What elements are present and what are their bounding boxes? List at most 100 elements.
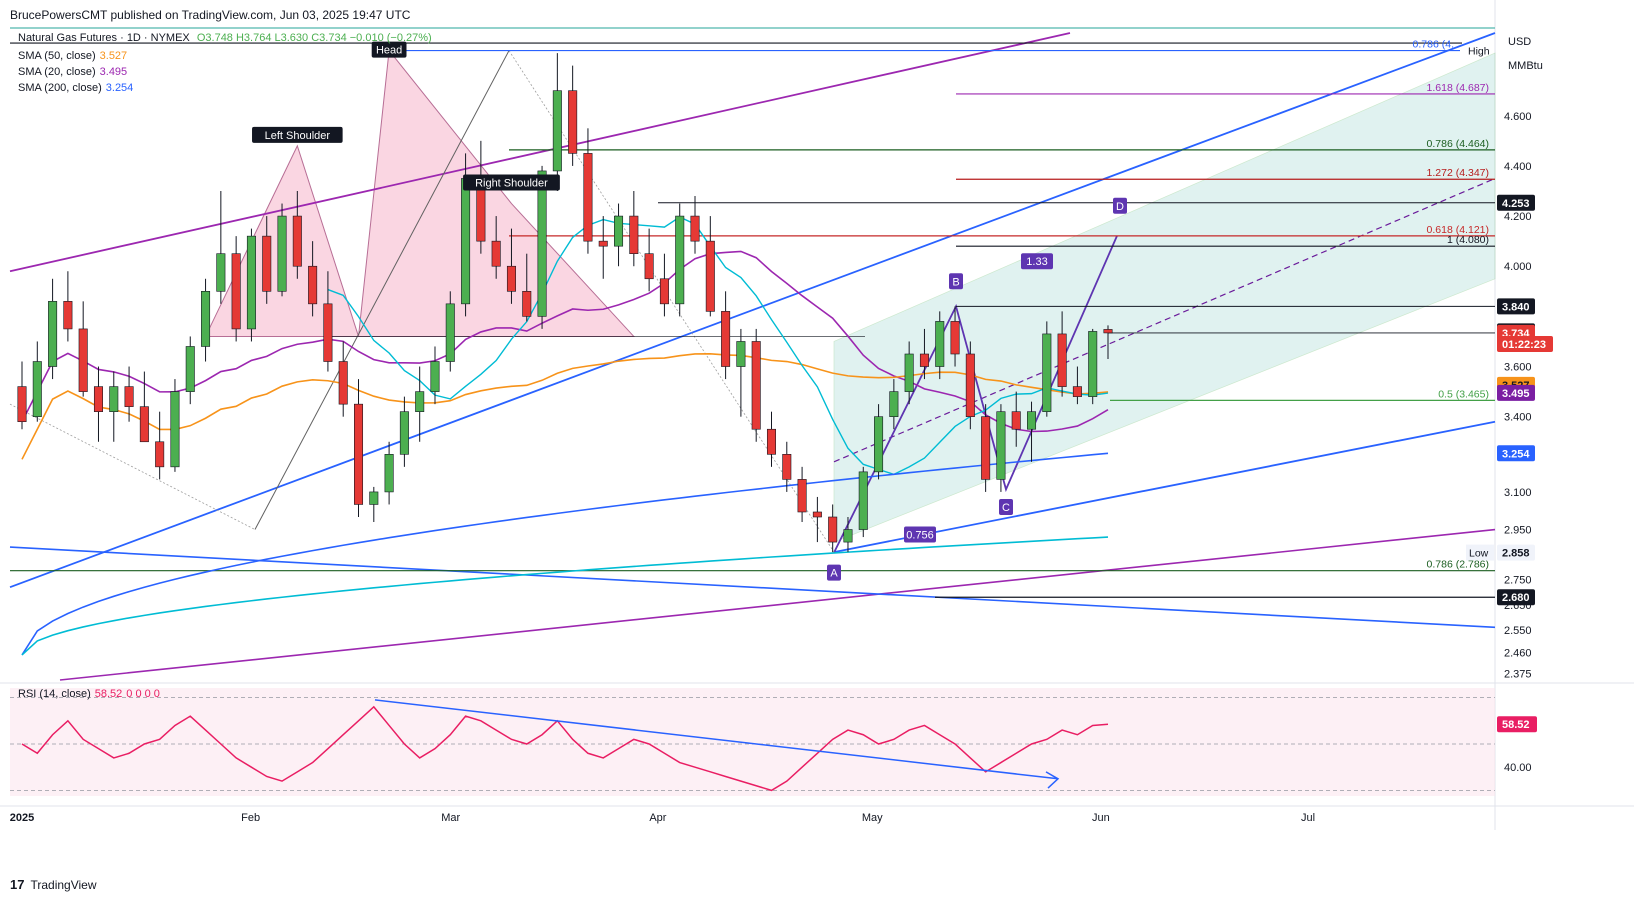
candle-body <box>323 303 333 362</box>
candle-body <box>568 90 578 154</box>
fib-label-2: 1.272 (4.347) <box>1427 167 1489 179</box>
candle-body <box>185 346 195 392</box>
candle-body <box>522 291 532 317</box>
tradingview-logo[interactable]: 17 TradingView <box>10 877 97 892</box>
candle <box>782 441 792 492</box>
candle <box>1103 325 1113 360</box>
candle-body <box>629 215 639 254</box>
fib-label-4: 1 (4.080) <box>1447 234 1489 246</box>
fib-label-3: 0.618 (4.121) <box>1427 224 1489 236</box>
price-tick: 4.600 <box>1504 111 1532 123</box>
sma20-line <box>21 250 1109 433</box>
candle <box>950 306 960 367</box>
time-label: May <box>862 812 883 824</box>
price-tick: 3.400 <box>1504 412 1532 424</box>
moving-averages <box>21 216 1109 656</box>
sma-cyan-line <box>327 216 1109 476</box>
regression-channel <box>833 52 1496 543</box>
high-tag: High <box>1468 46 1490 58</box>
candle <box>1042 321 1052 417</box>
sma200-line <box>21 452 1109 656</box>
pattern-label-2-box <box>463 174 560 191</box>
candle <box>1057 311 1067 397</box>
sma20-legend[interactable]: SMA (20, close) 3.495 <box>18 66 128 78</box>
publisher-line: BrucePowersCMT published on TradingView.… <box>10 8 411 22</box>
candle <box>308 241 318 317</box>
rsi-pane: 40.00 58.52 <box>10 688 1537 796</box>
candle <box>17 361 27 430</box>
candle <box>598 216 608 279</box>
time-label: Apr <box>649 812 666 824</box>
candle <box>828 504 838 553</box>
candle <box>185 336 195 405</box>
candle <box>277 203 287 297</box>
symbol-legend[interactable]: Natural Gas Futures · 1D · NYMEX O3.748 … <box>18 32 432 44</box>
sma-long-cyan-line <box>21 536 1109 656</box>
rsi-legend[interactable]: RSI (14, close) 58.52 0 0 0 0 <box>18 688 160 700</box>
candle <box>93 366 103 442</box>
candle-body <box>445 303 455 362</box>
candle-body <box>889 391 899 417</box>
candle <box>874 404 884 480</box>
rsi-divergence-line <box>374 699 1059 780</box>
ratio-box-1 <box>904 526 936 543</box>
candle <box>430 346 440 405</box>
candle <box>797 466 807 523</box>
candle-body <box>644 253 654 280</box>
sma200-legend[interactable]: SMA (200, close) 3.254 <box>18 82 134 94</box>
candle <box>399 396 409 467</box>
candle-body <box>950 321 960 355</box>
candle <box>354 379 364 517</box>
ratio-label-0: 1.33 <box>1026 256 1047 268</box>
candle <box>965 341 975 430</box>
candle-body <box>583 153 593 242</box>
harmonic-point-D: D <box>1116 201 1124 213</box>
candle-body <box>170 391 180 468</box>
candle <box>843 517 853 553</box>
price-badge-6: 3.495 <box>1502 388 1530 400</box>
candle-body <box>384 454 394 493</box>
drawings <box>9 27 1496 681</box>
candle <box>323 271 333 372</box>
candle <box>292 191 302 279</box>
candle <box>583 128 593 254</box>
currency-label[interactable]: USD <box>1508 36 1532 48</box>
candle <box>981 404 991 492</box>
candle <box>568 65 578 166</box>
candle-body <box>614 215 624 247</box>
candle-body <box>935 321 945 367</box>
candle-body <box>1072 386 1082 397</box>
candle-body <box>736 341 746 367</box>
candle-body <box>201 291 211 347</box>
candle-body <box>506 265 516 292</box>
price-badge-0: 4.253 <box>1502 198 1530 210</box>
sma50-legend[interactable]: SMA (50, close) 3.527 <box>18 50 128 62</box>
candle <box>721 291 731 380</box>
hs-guide-rise <box>254 50 510 530</box>
candle <box>476 140 486 254</box>
candle <box>552 53 562 191</box>
price-badge-box-1 <box>1497 298 1535 315</box>
candle-body <box>996 411 1006 480</box>
candle-body <box>354 403 364 505</box>
candle <box>384 441 394 505</box>
harmonic-point-box-3 <box>1113 197 1127 214</box>
tradingview-brand: TradingView <box>30 877 97 892</box>
price-badge-8: 2.858 <box>1502 548 1530 560</box>
price-badge-box-0 <box>1497 194 1535 211</box>
candle <box>675 203 685 317</box>
candle-body <box>308 265 318 305</box>
candle-body <box>139 406 149 443</box>
candle <box>246 228 256 342</box>
candle <box>705 216 715 317</box>
harmonic-point-box-2 <box>999 498 1013 515</box>
candle <box>32 341 42 422</box>
unit-label[interactable]: MMBtu <box>1508 60 1543 72</box>
fib-label-6: 0.786 (2.786) <box>1427 559 1489 571</box>
lower-purple-trendline <box>59 528 1496 681</box>
price-badge-7: 3.254 <box>1502 448 1530 460</box>
price-tick: 3.100 <box>1504 487 1532 499</box>
candle-body <box>675 215 685 305</box>
pattern-label-1-box <box>252 126 343 143</box>
